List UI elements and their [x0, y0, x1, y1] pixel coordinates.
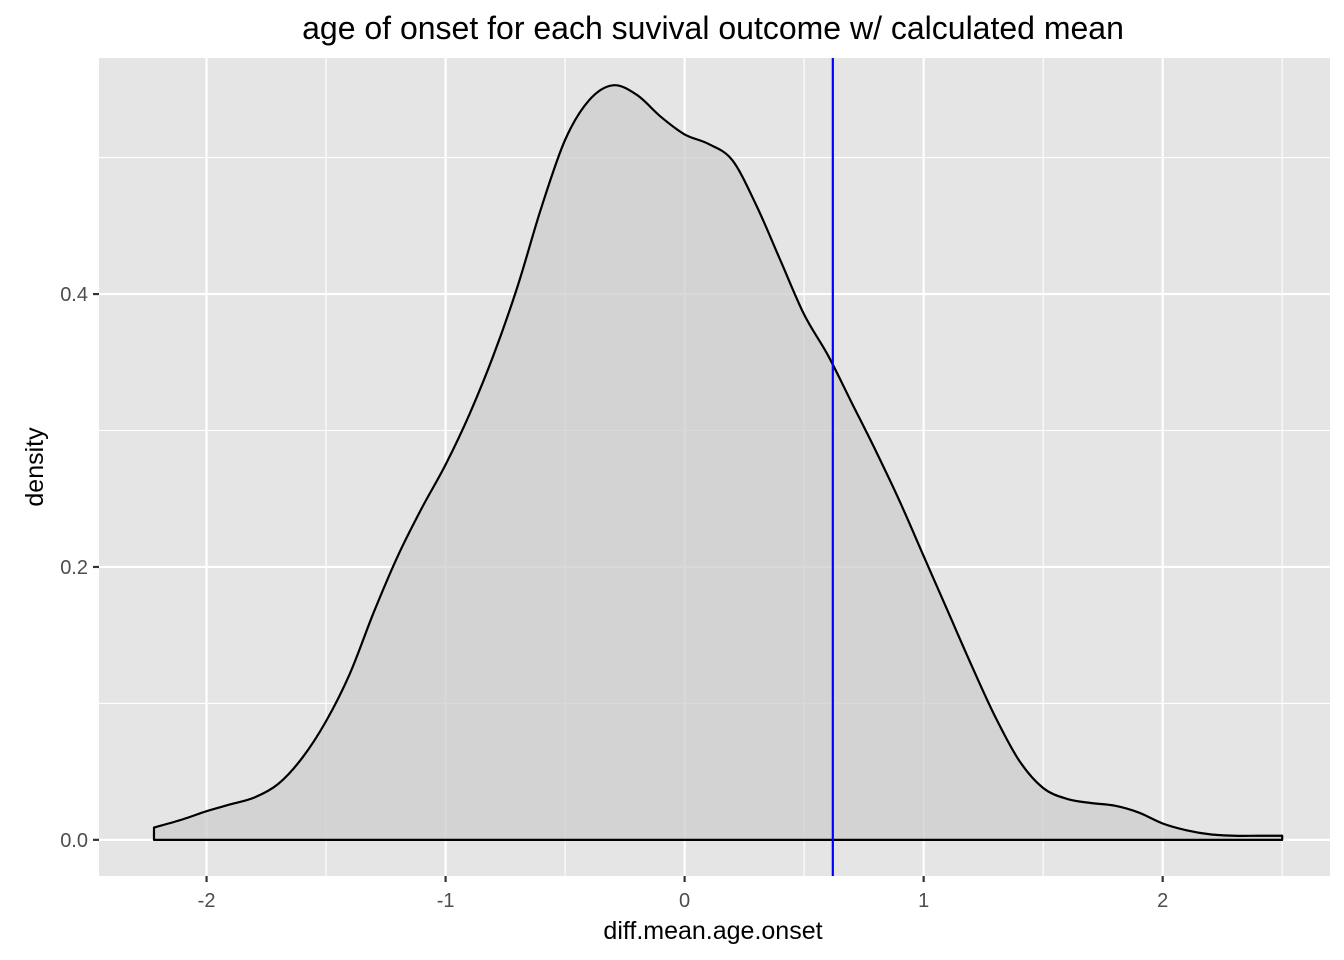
density-layer: [152, 58, 1284, 876]
x-tick-label: -2: [198, 890, 216, 912]
y-axis-title: density: [21, 427, 49, 507]
y-tick-label: 0.0: [60, 830, 88, 852]
x-tick-label: 0: [679, 890, 690, 912]
x-tick-label: -1: [437, 890, 455, 912]
density-area: [152, 84, 1284, 841]
x-axis-title: diff.mean.age.onset: [603, 917, 822, 945]
y-tick-label: 0.4: [60, 284, 88, 306]
x-tick-label: 1: [918, 890, 929, 912]
y-tick-label: 0.2: [60, 557, 88, 579]
x-tick-label: 2: [1157, 890, 1168, 912]
chart-title: age of onset for each suvival outcome w/…: [302, 10, 1124, 46]
axes: -2 -1 0 1 2 0.0 0.2 0.4: [60, 284, 1168, 912]
